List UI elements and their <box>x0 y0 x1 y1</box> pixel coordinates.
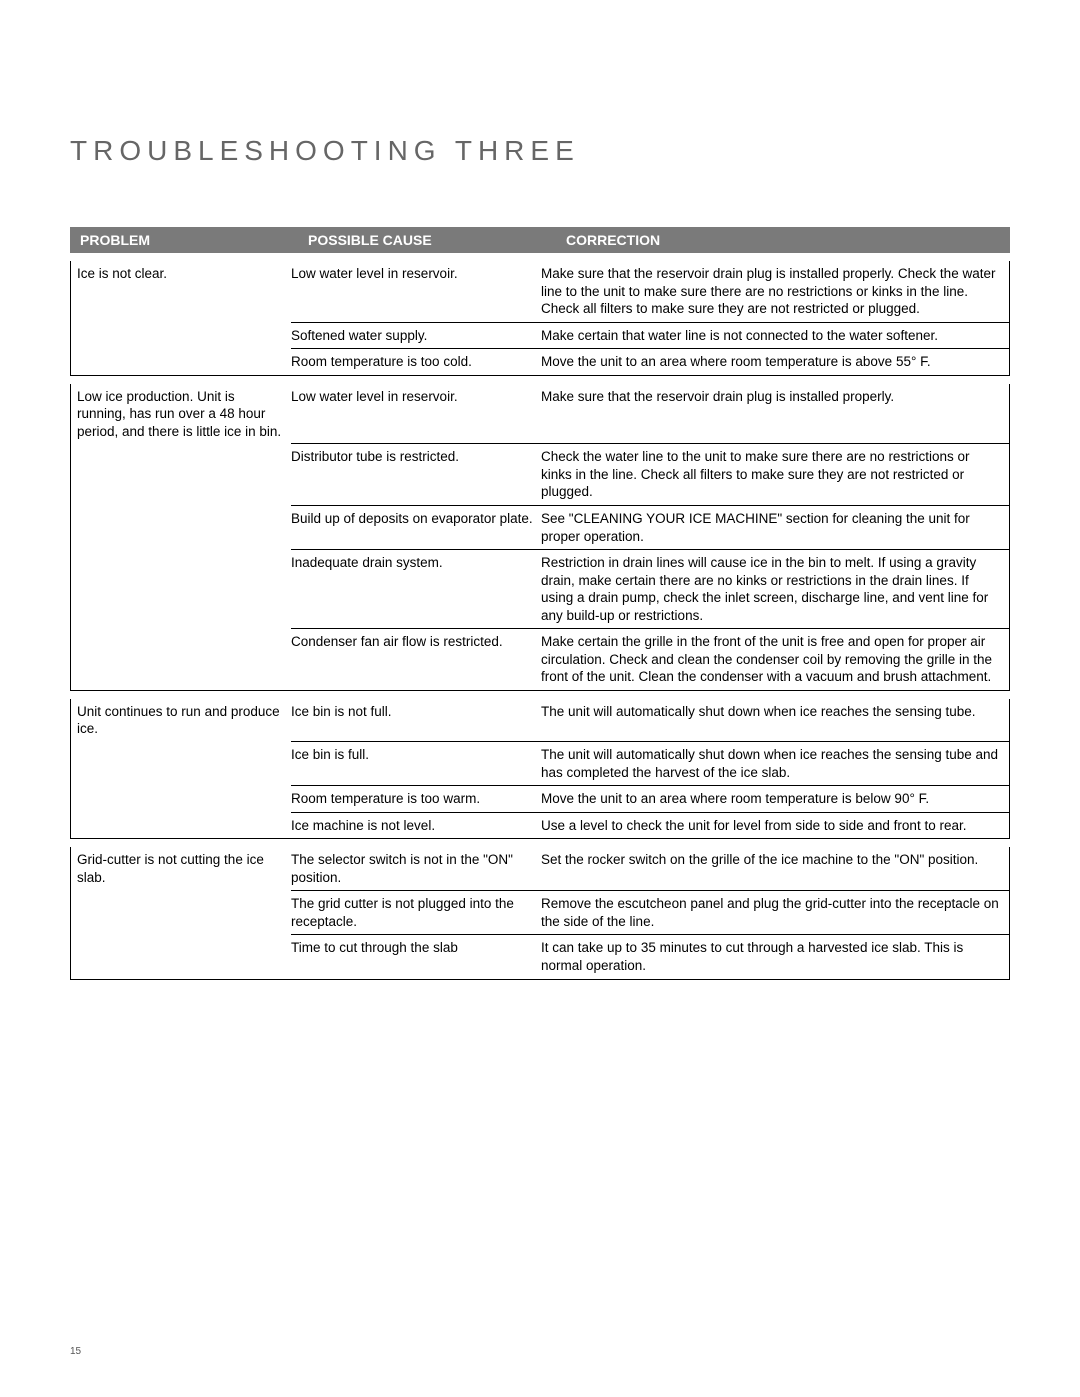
table-row: Ice machine is not level.Use a level to … <box>71 813 1009 839</box>
table-row: Room temperature is too warm.Move the un… <box>71 786 1009 813</box>
cell-problem <box>71 506 291 550</box>
cell-cause: Build up of deposits on evaporator plate… <box>291 506 541 550</box>
header-cause: POSSIBLE CAUSE <box>308 232 566 248</box>
cell-problem <box>71 935 291 978</box>
cell-correction: The unit will automatically shut down wh… <box>541 699 1009 742</box>
cell-problem <box>71 349 291 375</box>
table-row: Softened water supply.Make certain that … <box>71 323 1009 350</box>
table-row: Unit continues to run and produce ice.Ic… <box>71 699 1009 742</box>
cell-cause: Ice bin is full. <box>291 742 541 786</box>
header-correction: CORRECTION <box>566 232 1010 248</box>
table-row: The grid cutter is not plugged into the … <box>71 891 1009 935</box>
cell-cause: Condenser fan air flow is restricted. <box>291 629 541 690</box>
cell-problem <box>71 891 291 935</box>
cell-correction: Move the unit to an area where room temp… <box>541 349 1009 375</box>
cell-cause: Distributor tube is restricted. <box>291 444 541 506</box>
cell-cause: Low water level in reservoir. <box>291 261 541 323</box>
table-row: Time to cut through the slabIt can take … <box>71 935 1009 978</box>
cell-correction: Make certain that water line is not conn… <box>541 323 1009 350</box>
cell-problem: Unit continues to run and produce ice. <box>71 699 291 742</box>
cell-problem <box>71 629 291 690</box>
cell-cause: The grid cutter is not plugged into the … <box>291 891 541 935</box>
table-section: Low ice production. Unit is running, has… <box>70 384 1010 691</box>
cell-cause: Ice bin is not full. <box>291 699 541 742</box>
table-row: Room temperature is too cold.Move the un… <box>71 349 1009 375</box>
cell-correction: Make certain the grille in the front of … <box>541 629 1009 690</box>
table-header: PROBLEM POSSIBLE CAUSE CORRECTION <box>70 227 1010 253</box>
cell-correction: The unit will automatically shut down wh… <box>541 742 1009 786</box>
cell-cause: The selector switch is not in the "ON" p… <box>291 847 541 891</box>
cell-problem: Low ice production. Unit is running, has… <box>71 384 291 445</box>
cell-correction: Make sure that the reservoir drain plug … <box>541 261 1009 323</box>
page-number: 15 <box>70 1346 81 1357</box>
cell-problem: Grid-cutter is not cutting the ice slab. <box>71 847 291 891</box>
cell-correction: Restriction in drain lines will cause ic… <box>541 550 1009 629</box>
cell-correction: Use a level to check the unit for level … <box>541 813 1009 839</box>
cell-cause: Low water level in reservoir. <box>291 384 541 445</box>
cell-cause: Time to cut through the slab <box>291 935 541 978</box>
header-problem: PROBLEM <box>80 232 308 248</box>
page: TROUBLESHOOTING THREE PROBLEM POSSIBLE C… <box>0 0 1080 1397</box>
cell-problem <box>71 742 291 786</box>
table-section: Unit continues to run and produce ice.Ic… <box>70 699 1010 839</box>
cell-correction: Set the rocker switch on the grille of t… <box>541 847 1009 891</box>
table-section: Ice is not clear.Low water level in rese… <box>70 261 1010 376</box>
cell-correction: It can take up to 35 minutes to cut thro… <box>541 935 1009 978</box>
table-row: Ice is not clear.Low water level in rese… <box>71 261 1009 323</box>
cell-problem <box>71 323 291 350</box>
cell-cause: Room temperature is too cold. <box>291 349 541 375</box>
table-row: Ice bin is full.The unit will automatica… <box>71 742 1009 786</box>
cell-correction: Move the unit to an area where room temp… <box>541 786 1009 813</box>
table-body: Ice is not clear.Low water level in rese… <box>70 261 1010 980</box>
table-row: Low ice production. Unit is running, has… <box>71 384 1009 445</box>
cell-correction: Check the water line to the unit to make… <box>541 444 1009 506</box>
cell-cause: Ice machine is not level. <box>291 813 541 839</box>
page-title: TROUBLESHOOTING THREE <box>70 135 1010 167</box>
cell-problem <box>71 813 291 839</box>
table-row: Build up of deposits on evaporator plate… <box>71 506 1009 550</box>
table-row: Grid-cutter is not cutting the ice slab.… <box>71 847 1009 891</box>
cell-problem <box>71 786 291 813</box>
table-section: Grid-cutter is not cutting the ice slab.… <box>70 847 1010 979</box>
cell-problem <box>71 550 291 629</box>
cell-cause: Inadequate drain system. <box>291 550 541 629</box>
cell-correction: See "CLEANING YOUR ICE MACHINE" section … <box>541 506 1009 550</box>
cell-cause: Room temperature is too warm. <box>291 786 541 813</box>
cell-correction: Remove the escutcheon panel and plug the… <box>541 891 1009 935</box>
table-row: Condenser fan air flow is restricted.Mak… <box>71 629 1009 690</box>
table-row: Inadequate drain system.Restriction in d… <box>71 550 1009 629</box>
cell-correction: Make sure that the reservoir drain plug … <box>541 384 1009 445</box>
cell-problem <box>71 444 291 506</box>
cell-problem: Ice is not clear. <box>71 261 291 323</box>
cell-cause: Softened water supply. <box>291 323 541 350</box>
table-row: Distributor tube is restricted.Check the… <box>71 444 1009 506</box>
